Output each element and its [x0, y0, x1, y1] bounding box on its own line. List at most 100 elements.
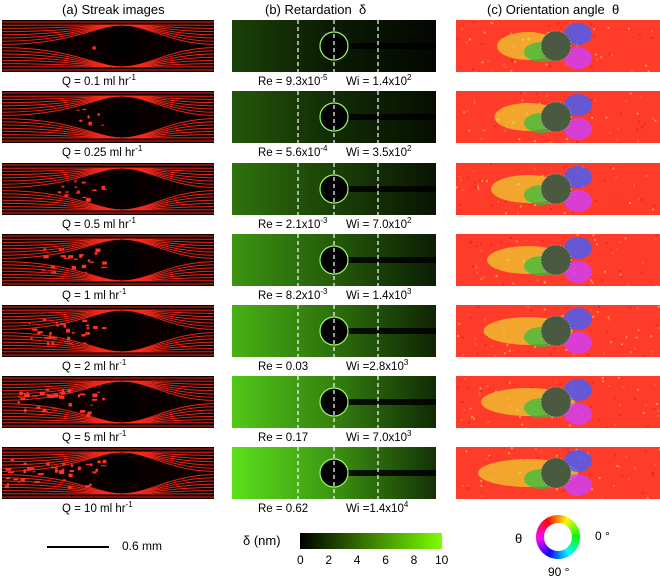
color-wheel-segment [547, 549, 553, 558]
color-wheel-segment [562, 516, 567, 525]
color-wheel-segment [560, 515, 565, 524]
reynolds-number: Re = 8.2x10-3 [258, 287, 327, 302]
colorbar-tick-label: 0 [297, 553, 304, 567]
orientation-image [456, 91, 660, 143]
retardation-symbol: δ [358, 2, 367, 17]
retardation-image [232, 91, 436, 143]
weissenberg-exponent: 3 [407, 429, 412, 438]
retardation-image [232, 305, 436, 357]
color-wheel-segment [548, 516, 554, 525]
color-wheel-segment [571, 538, 580, 542]
flow-rate-label: Q = 5 ml hr-1 [62, 429, 126, 444]
color-wheel-segment [536, 537, 545, 540]
weissenberg-text: Wi = 7.0x10 [346, 431, 408, 444]
weissenberg-text: Wi =2.8x10 [346, 360, 404, 373]
weissenberg-number: Wi = 1.4x102 [346, 73, 412, 88]
weissenberg-number: Wi =1.4x104 [346, 500, 408, 515]
orientation-image [456, 20, 660, 72]
color-wheel-segment [538, 524, 547, 531]
color-wheel-segment [536, 538, 545, 542]
reynolds-number: Re = 5.6x10-4 [258, 144, 327, 159]
streak-image [2, 447, 214, 499]
color-wheel-segment [555, 550, 559, 560]
color-wheel-segment [541, 520, 549, 528]
color-wheel-segment [549, 549, 554, 558]
color-wheel-segment [557, 514, 561, 524]
retardation-colorbar [300, 533, 442, 549]
wheel-zero-label: 0 ° [595, 529, 610, 543]
weissenberg-number: Wi =2.8x103 [346, 358, 408, 373]
scale-bar-label: 0.6 mm [122, 539, 163, 553]
retardation-image [232, 234, 436, 286]
weissenberg-number: Wi = 1.4x103 [346, 287, 412, 302]
color-wheel-segment [571, 539, 580, 544]
color-wheel-segment [553, 515, 557, 524]
streak-image [2, 376, 214, 428]
reynolds-exponent: -3 [320, 216, 328, 225]
flow-rate-exponent: -1 [119, 429, 127, 438]
orientation-image [456, 163, 660, 215]
retardation-column-title: (b) Retardation δ [265, 2, 366, 17]
colorbar-tick-label: 8 [410, 553, 418, 567]
colorbar-tick-label: 4 [353, 553, 361, 567]
color-wheel-segment [535, 534, 545, 538]
reynolds-exponent: -3 [320, 287, 328, 296]
reynolds-text: Re = 2.1x10 [258, 218, 321, 231]
reynolds-number: Re = 0.03 [258, 358, 308, 373]
color-wheel-segment [566, 547, 573, 555]
flow-rate-label: Q = 2 ml hr-1 [62, 358, 126, 373]
color-wheel-segment [546, 516, 553, 525]
color-wheel-segment [564, 517, 571, 526]
color-wheel-segment [540, 545, 548, 552]
flow-rate-label: Q = 0.25 ml hr-1 [62, 144, 142, 159]
color-wheel-segment [537, 526, 546, 532]
color-wheel-segment [567, 546, 575, 554]
color-wheel-segment [551, 515, 556, 524]
color-wheel-segment [570, 525, 579, 532]
color-wheel-segment [537, 541, 546, 547]
flow-rate-label: Q = 0.1 ml hr-1 [62, 73, 136, 88]
reynolds-number: Re = 0.62 [258, 500, 308, 515]
streak-image [2, 234, 214, 286]
reynolds-text: Re = 8.2x10 [258, 289, 321, 302]
flow-rate-text: Q = 2 ml hr [62, 360, 120, 373]
reynolds-number: Re = 0.17 [258, 429, 308, 444]
flow-rate-text: Q = 1 ml hr [62, 289, 120, 302]
streak-image [2, 20, 214, 72]
flow-rate-exponent: -1 [119, 358, 127, 367]
flow-rate-label: Q = 1 ml hr-1 [62, 287, 126, 302]
color-wheel-segment [563, 516, 569, 525]
flow-rate-label: Q = 0.5 ml hr-1 [62, 216, 136, 231]
color-wheel-segment [570, 527, 579, 533]
flow-rate-exponent: -1 [128, 216, 136, 225]
color-wheel-segment [558, 550, 561, 559]
color-wheel-segment [543, 547, 550, 555]
orientation-color-wheel [535, 514, 581, 560]
colorbar-tick-label: 10 [435, 553, 449, 567]
flow-rate-text: Q = 0.25 ml hr [62, 146, 136, 159]
color-wheel-segment [538, 544, 547, 551]
orientation-symbol: θ [612, 2, 620, 17]
retardation-image [232, 447, 436, 499]
color-wheel-segment [567, 520, 575, 528]
color-wheel-segment [568, 545, 576, 552]
color-wheel-segment [571, 534, 580, 537]
orientation-column-title: (c) Orientation angle θ [487, 2, 619, 17]
weissenberg-text: Wi =1.4x10 [346, 502, 404, 515]
scale-bar [47, 546, 109, 548]
streak-image [2, 163, 214, 215]
weissenberg-exponent: 3 [407, 287, 412, 296]
reynolds-text: Re = 0.03 [258, 360, 309, 373]
weissenberg-exponent: 3 [403, 358, 409, 367]
color-wheel-segment [544, 517, 551, 526]
flow-rate-exponent: -1 [119, 287, 127, 296]
flow-rate-exponent: -1 [135, 144, 143, 153]
color-wheel-segment [545, 548, 552, 557]
weissenberg-exponent: 4 [403, 500, 409, 509]
retardation-image [232, 376, 436, 428]
reynolds-text: Re = 0.17 [258, 431, 309, 444]
flow-rate-exponent: -1 [125, 500, 133, 509]
weissenberg-text: Wi = 3.5x10 [346, 146, 408, 159]
colorbar-tick-label: 2 [325, 553, 333, 567]
orientation-image [456, 447, 660, 499]
